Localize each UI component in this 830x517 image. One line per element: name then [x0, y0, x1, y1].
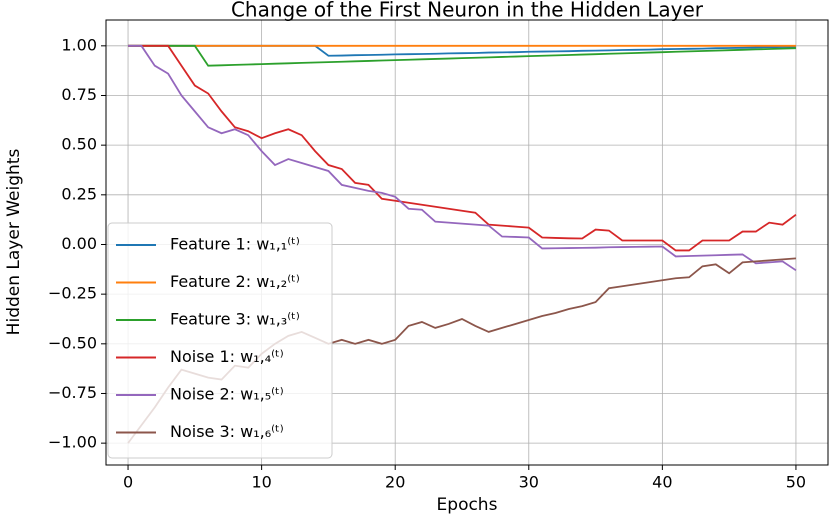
y-tick-label: 0.50 — [61, 135, 97, 154]
series-line — [128, 44, 797, 252]
series-line — [128, 44, 796, 67]
y-tick-label: −0.75 — [48, 383, 97, 402]
y-tick-label: −0.50 — [48, 333, 97, 352]
y-tick-label: 0.00 — [61, 234, 97, 253]
y-tick-label: 1.00 — [61, 35, 97, 54]
x-tick-label: 50 — [786, 473, 806, 492]
legend-label: Noise 3: w₁,₆⁽ᵗ⁾ — [170, 422, 284, 441]
y-tick-label: 0.75 — [61, 85, 97, 104]
y-tick-label: −0.25 — [48, 284, 97, 303]
plot-frame — [105, 19, 829, 466]
x-tick-label: 30 — [519, 473, 539, 492]
x-tick-label: 40 — [652, 473, 672, 492]
chart-title: Change of the First Neuron in the Hidden… — [231, 0, 704, 22]
series-line — [128, 44, 797, 272]
legend-label: Noise 1: w₁,₄⁽ᵗ⁾ — [170, 347, 284, 366]
y-tick-label: −1.00 — [48, 433, 97, 452]
y-axis-label: Hidden Layer Weights — [4, 149, 24, 336]
legend-label: Feature 2: w₁,₂⁽ᵗ⁾ — [170, 272, 300, 291]
legend-box — [107, 222, 333, 459]
legend-label: Feature 3: w₁,₃⁽ᵗ⁾ — [170, 310, 300, 329]
x-tick-label: 20 — [385, 473, 405, 492]
legend-label: Noise 2: w₁,₅⁽ᵗ⁾ — [170, 385, 284, 404]
x-axis-label: Epochs — [437, 495, 498, 515]
legend-label: Feature 1: w₁,₁⁽ᵗ⁾ — [170, 235, 300, 254]
x-tick-label: 10 — [251, 473, 271, 492]
x-tick-label: 0 — [123, 473, 133, 492]
y-tick-label: 0.25 — [61, 184, 97, 203]
